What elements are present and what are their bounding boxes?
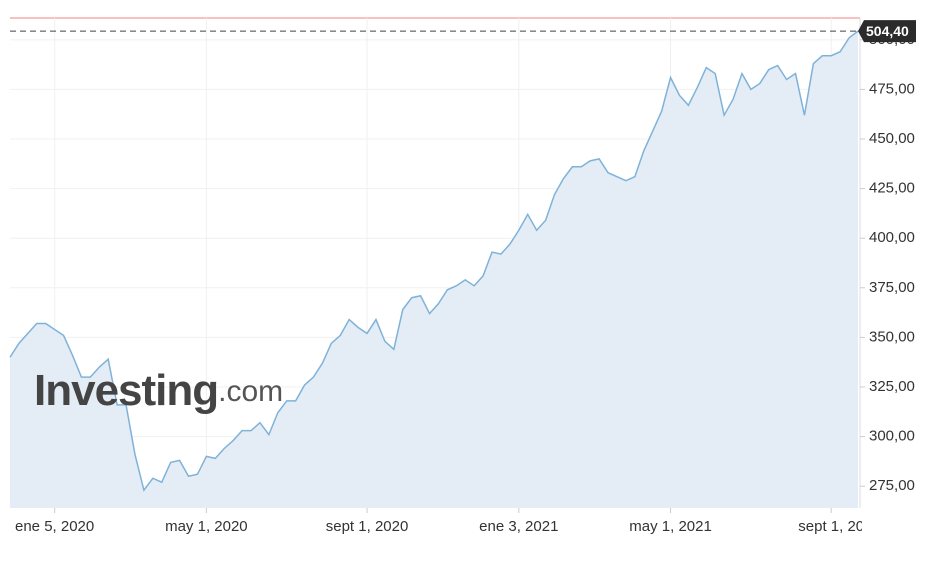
x-tick-label: may 1, 2021 xyxy=(629,518,712,535)
y-tick-label: 450,00 xyxy=(869,130,915,147)
plot xyxy=(9,30,859,509)
y-tick-label: 475,00 xyxy=(869,80,915,97)
price-tag xyxy=(858,20,916,43)
watermark-brand: Investing xyxy=(34,366,218,415)
watermark-suffix: .com xyxy=(218,375,283,408)
y-tick-label: 325,00 xyxy=(869,378,915,395)
y-tick-label: 275,00 xyxy=(869,477,915,494)
y-tick-label: 400,00 xyxy=(869,229,915,246)
y-tick-label: 425,00 xyxy=(869,180,915,197)
x-tick-label: ene 3, 2021 xyxy=(479,518,558,535)
watermark: Investing.com xyxy=(34,366,283,415)
price-tag-label: 504,40 xyxy=(866,23,909,39)
x-tick-label: ene 5, 2020 xyxy=(15,518,94,535)
y-tick-label: 300,00 xyxy=(869,428,915,445)
x-labels: ene 5, 2020 may 1, 2020 sept 1, 2020 ene 3,… xyxy=(15,518,864,535)
y-tick-label: 375,00 xyxy=(869,279,915,296)
y-tick-label: 350,00 xyxy=(869,328,915,345)
y-axis: 275,00 300,00 325,00 350,00 375,00 400,00 425,… xyxy=(858,20,916,494)
x-tick-label: may 1, 2020 xyxy=(165,518,248,535)
line xyxy=(9,30,859,492)
area-fill xyxy=(10,31,858,509)
x-tick-label: sept 1, 2020 xyxy=(326,518,409,535)
x-tick-label: sept 1, 20 xyxy=(798,518,864,535)
